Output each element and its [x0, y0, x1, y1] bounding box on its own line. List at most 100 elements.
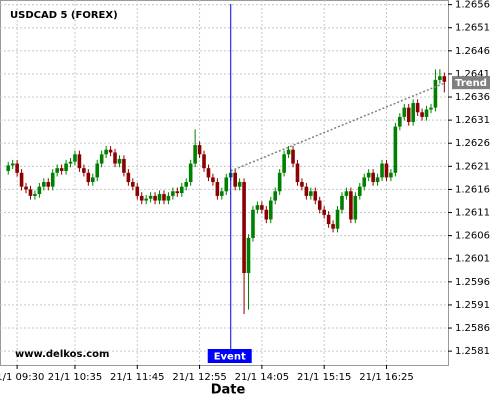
candle-body — [380, 163, 384, 178]
candle-body — [188, 163, 193, 183]
candle-body — [19, 172, 24, 187]
candle-body — [389, 172, 393, 178]
candle-body — [393, 126, 398, 173]
candle-body — [95, 163, 100, 178]
candle-body — [28, 189, 33, 196]
y-tick-label: 1.2601 — [455, 254, 490, 265]
candle-body — [398, 116, 402, 127]
candle-body — [237, 182, 242, 187]
candle-body — [371, 172, 375, 183]
candle-body — [291, 149, 295, 164]
candle-body — [353, 195, 358, 220]
candle-body — [122, 158, 126, 173]
candle-body — [82, 168, 86, 173]
candle-body — [438, 76, 442, 80]
candle-body — [300, 182, 304, 187]
y-tick-label: 1.2596 — [455, 277, 490, 288]
candle-body — [433, 79, 438, 108]
candle-body — [304, 186, 309, 196]
candle-body — [384, 163, 389, 178]
candle-body — [273, 191, 278, 201]
trend-line — [230, 82, 445, 172]
x-tick-label: 21/1 16:25 — [359, 372, 413, 383]
candle-body — [15, 163, 19, 173]
candle-body — [55, 168, 59, 173]
x-tick-label: 21/1 15:15 — [297, 372, 351, 383]
candle-body — [375, 177, 380, 183]
y-tick-label: 1.2606 — [455, 231, 490, 242]
candle-body — [148, 195, 153, 199]
x-axis-label: Date — [211, 383, 246, 398]
y-tick-label: 1.2651 — [455, 23, 490, 34]
candle-body — [268, 200, 273, 220]
y-tick-label: 1.2621 — [455, 161, 490, 172]
candle-body — [99, 154, 104, 164]
grid — [0, 0, 448, 365]
candle-body — [442, 76, 447, 82]
candle-body — [313, 191, 318, 201]
x-tick-label: 21/1 11:45 — [110, 372, 164, 383]
candle-body — [108, 149, 113, 153]
watermark: www.delkos.com — [15, 349, 109, 360]
candle-body — [131, 182, 135, 187]
y-tick-label: 1.2631 — [455, 115, 490, 126]
candle-body — [153, 195, 157, 201]
marks — [6, 69, 447, 315]
candle-body — [251, 209, 255, 238]
candle-body — [264, 209, 269, 220]
candle-body — [295, 163, 300, 183]
y-tick-label: 1.2656 — [455, 0, 490, 11]
candle-body — [162, 194, 166, 201]
event-label: Event — [214, 352, 246, 363]
candle-body — [357, 186, 362, 196]
candle-body — [340, 195, 344, 210]
y-tick-label: 1.2626 — [455, 138, 490, 149]
y-tick-label: 1.2611 — [455, 208, 490, 219]
candle-body — [139, 195, 144, 201]
y-tick-label: 1.2646 — [455, 46, 490, 57]
candle-body — [90, 177, 95, 183]
candle-body — [242, 182, 246, 274]
candle-body — [104, 149, 108, 155]
candle-body — [50, 172, 55, 187]
candle-body — [184, 182, 189, 187]
candle-body — [260, 205, 264, 210]
candle-body — [135, 186, 140, 196]
candle-body — [322, 209, 326, 215]
candle-body — [406, 107, 411, 122]
candle-body — [166, 195, 171, 201]
candle-body — [344, 191, 349, 196]
x-tick-label: 21/1 14:05 — [235, 372, 289, 383]
candle-body — [68, 161, 73, 164]
candle-body — [224, 177, 229, 192]
trend-label: Trend — [455, 78, 487, 89]
candle-body — [282, 154, 286, 173]
y-tick-label: 1.2586 — [455, 323, 490, 334]
candle-body — [6, 165, 11, 171]
candle-body — [362, 177, 367, 187]
candle-body — [10, 163, 15, 166]
candle-body — [73, 154, 77, 162]
y-tick-label: 1.2591 — [455, 300, 490, 311]
x-tick-label: 21/1 09:30 — [0, 372, 44, 383]
y-tick-label: 1.2636 — [455, 92, 490, 103]
y-tick-label: 1.2641 — [455, 69, 490, 80]
x-tick-label: 21/1 12:55 — [172, 372, 226, 383]
candle-body — [86, 172, 91, 183]
candle-body — [411, 103, 415, 122]
candle-body — [309, 191, 313, 196]
candle-body — [220, 191, 224, 196]
x-tick-label: 21/1 10:35 — [48, 372, 102, 383]
candle-body — [335, 209, 340, 229]
candle-body — [286, 149, 291, 155]
candle-body — [402, 107, 407, 117]
candle-body — [197, 145, 202, 155]
candle-body — [255, 205, 260, 210]
candle-body — [202, 154, 206, 169]
axis-panel — [449, 0, 500, 400]
candle-body — [117, 158, 122, 164]
candle-body — [246, 237, 251, 274]
candle-body — [33, 194, 37, 196]
candle-body — [233, 172, 237, 187]
